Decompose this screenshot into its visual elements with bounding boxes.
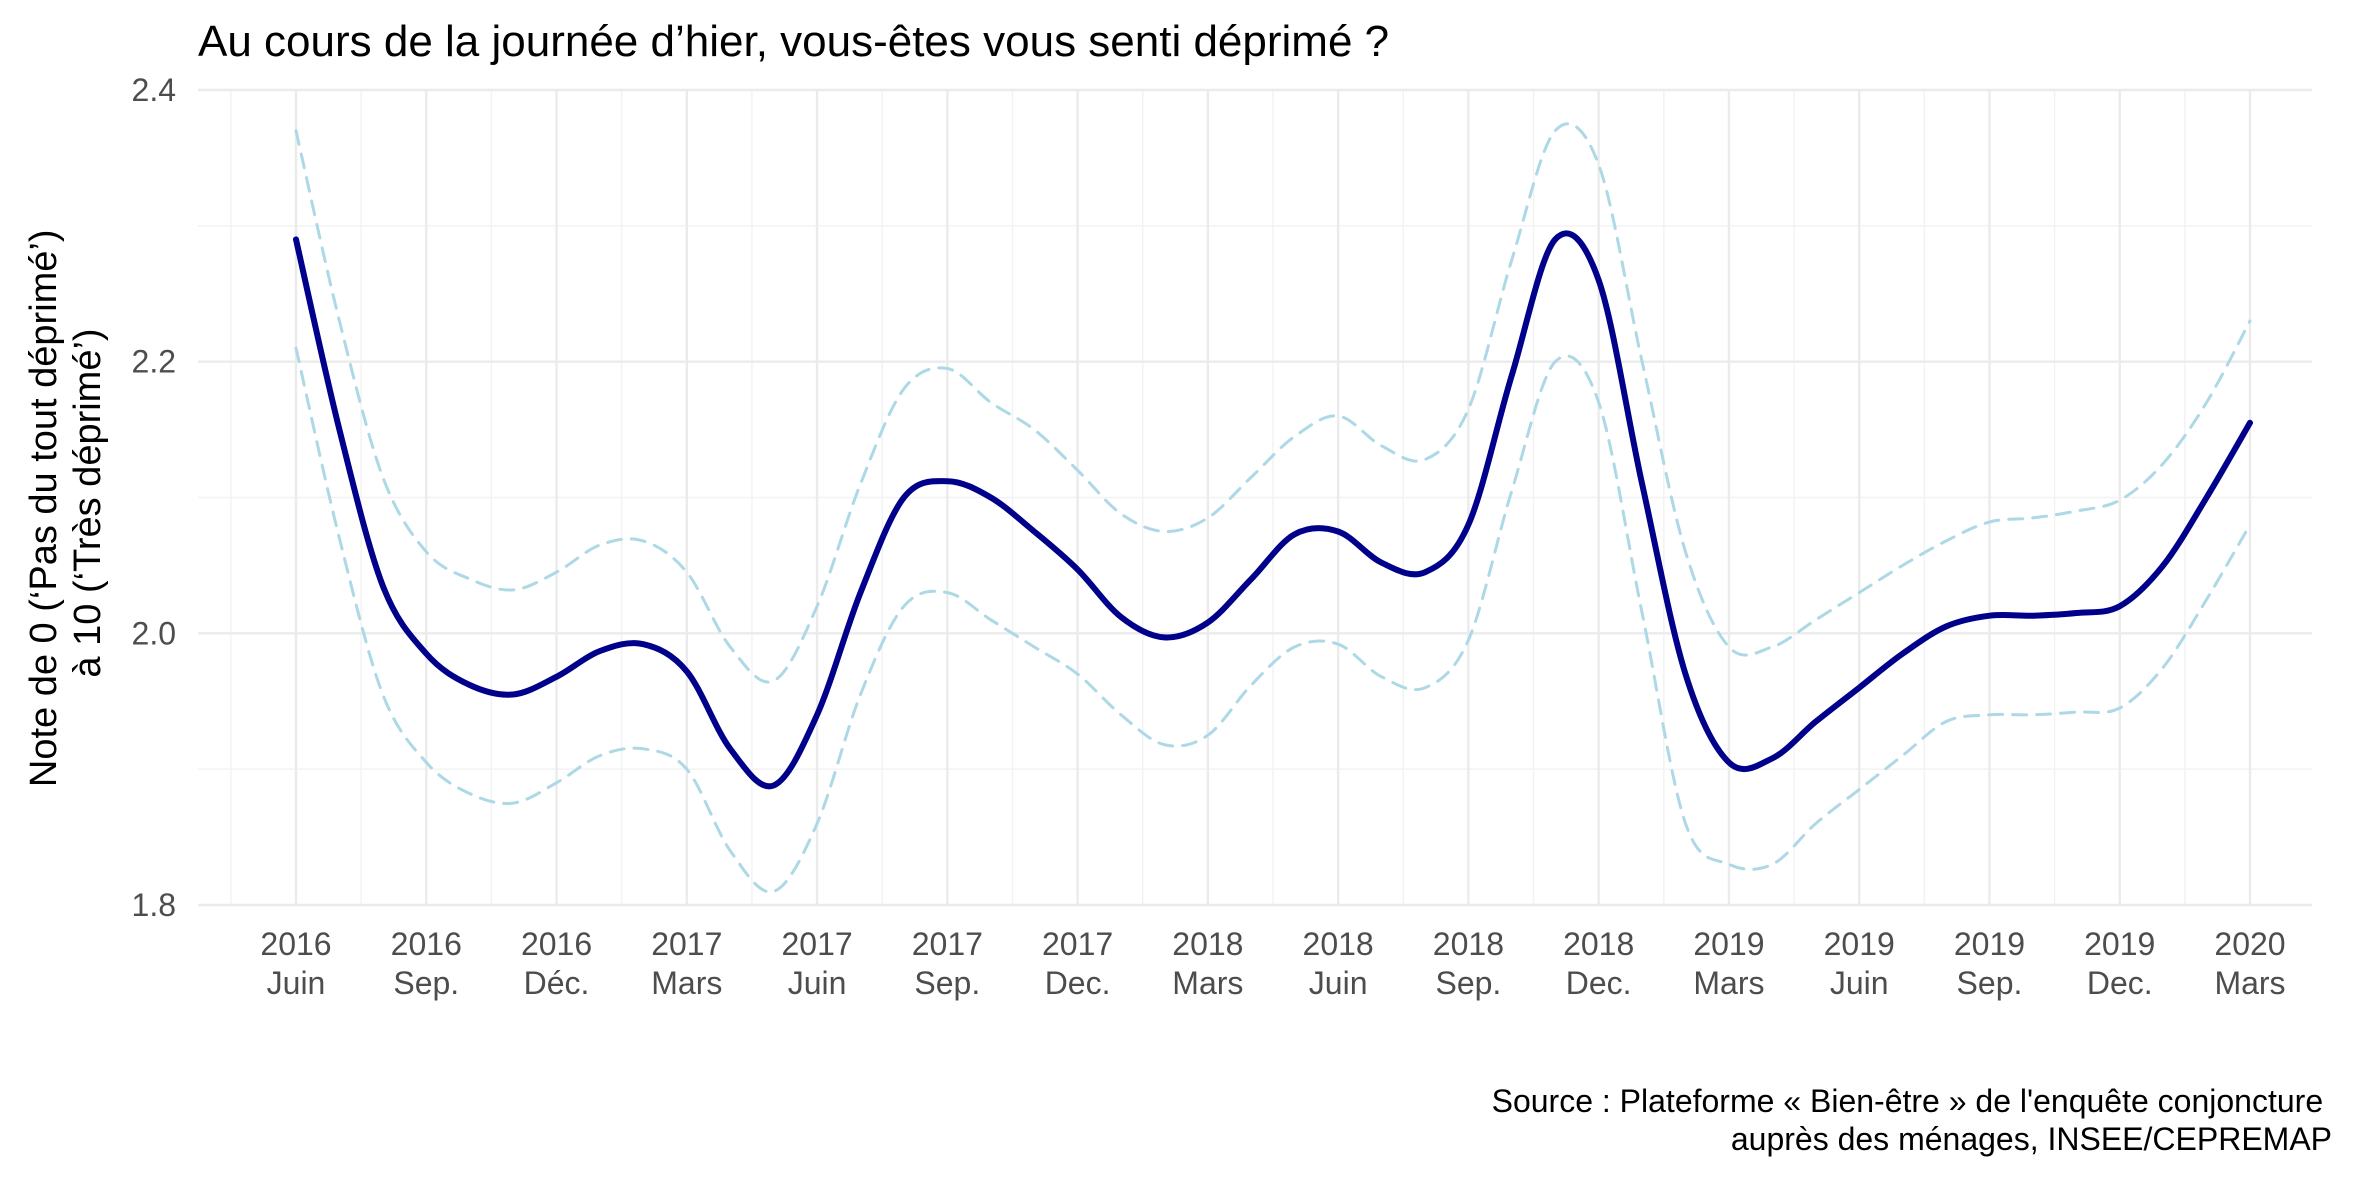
series-line-lower-bound: [294, 346, 2252, 894]
x-tick-label: 2019 Mars: [1693, 926, 1764, 1001]
caption-line-2: auprès des ménages, INSEE/CEPREMAP: [1731, 1121, 2332, 1157]
series-line-upper-bound: [294, 122, 2252, 684]
source-caption: Source : Plateforme « Bien-être » de l'e…: [1492, 1083, 2332, 1157]
x-tick-label: 2017 Juin: [781, 926, 852, 1001]
x-tick-label: 2017 Sep.: [912, 926, 983, 1001]
grid-minor: [198, 90, 2312, 905]
y-axis-label-line-1: Note de 0 (‘Pas du tout déprimé’): [23, 229, 65, 787]
y-tick-label: 2.0: [132, 615, 176, 651]
x-tick-label: 2018 Mars: [1172, 926, 1243, 1001]
x-tick-label: 2017 Dec.: [1042, 926, 1113, 1001]
x-tick-label: 2018 Juin: [1303, 926, 1374, 1001]
chart-title: Au cours de la journée d’hier, vous-êtes…: [198, 17, 1389, 66]
x-tick-label: 2020 Mars: [2214, 926, 2285, 1001]
series-layer: [293, 122, 2253, 894]
y-axis-label-line-2: à 10 (‘Très déprimé’): [67, 328, 109, 677]
x-tick-label: 2016 Déc.: [521, 926, 592, 1001]
x-tick-label: 2018 Sep.: [1433, 926, 1504, 1001]
y-tick-label: 2.4: [132, 72, 176, 108]
y-axis-ticks: 1.8 2.0 2.2 2.4: [132, 72, 176, 923]
series-line-estimate: [293, 230, 2253, 790]
y-axis-label: Note de 0 (‘Pas du tout déprimé’) à 10 (…: [23, 219, 109, 787]
x-tick-label: 2016 Juin: [260, 926, 331, 1001]
grid-major: [198, 88, 2312, 907]
x-tick-label: 2018 Dec.: [1563, 926, 1634, 1001]
x-tick-label: 2019 Dec.: [2084, 926, 2155, 1001]
caption-line-1: Source : Plateforme « Bien-être » de l'e…: [1492, 1083, 2324, 1119]
x-tick-label: 2019 Juin: [1824, 926, 1895, 1001]
x-tick-label: 2017 Mars: [651, 926, 722, 1001]
y-tick-label: 1.8: [132, 887, 176, 923]
y-tick-label: 2.2: [132, 344, 176, 380]
x-tick-label: 2019 Sep.: [1954, 926, 2025, 1001]
x-tick-label: 2016 Sep.: [391, 926, 462, 1001]
x-axis-ticks: 2016 Juin 2016 Sep. 2016 Déc. 2017 Mars 2017 Juin…: [260, 926, 2285, 1001]
